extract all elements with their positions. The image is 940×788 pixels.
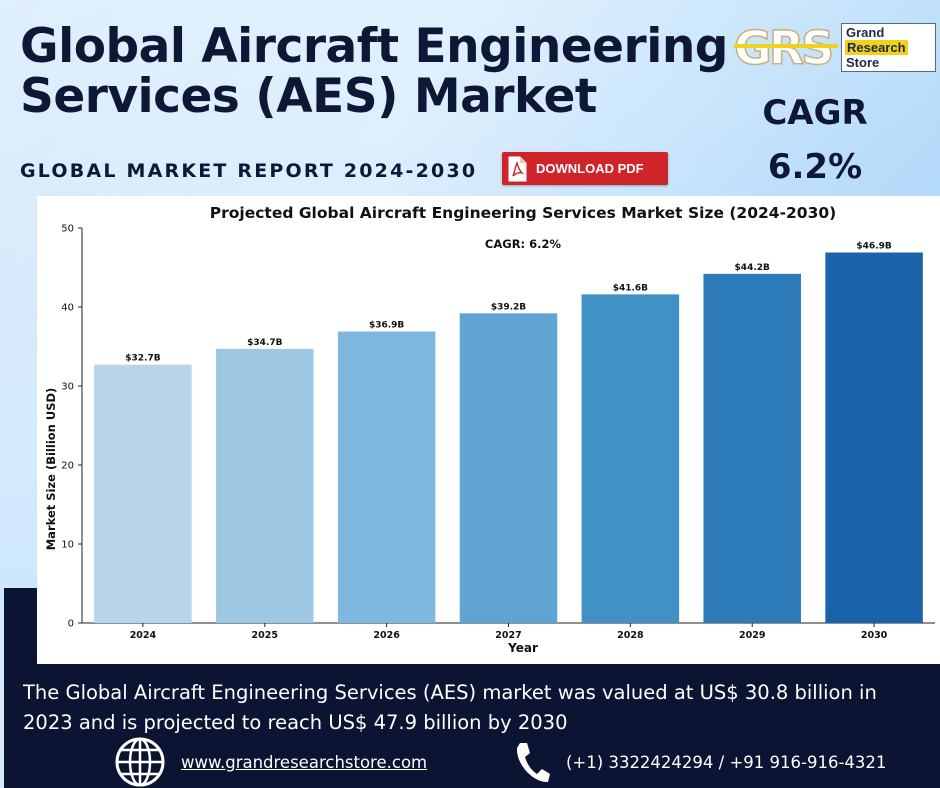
bar-2027	[459, 313, 558, 623]
y-tick-label: 50	[61, 224, 74, 235]
cagr-annotation: CAGR: 6.2%	[485, 237, 562, 251]
y-tick-label: 10	[61, 540, 74, 551]
bar-chart: Projected Global Aircraft Engineering Se…	[44, 204, 935, 655]
bar-value-label: $41.6B	[613, 283, 648, 293]
page-title: Global Aircraft Engineering Services (AE…	[20, 22, 740, 122]
phone-number: (+1) 3322424294 / +91 916-916-4321	[566, 753, 887, 772]
x-tick-label: 2028	[617, 630, 644, 641]
y-tick-label: 0	[68, 619, 74, 630]
bar-value-label: $36.9B	[369, 320, 404, 330]
cagr-value: 6.2%	[767, 147, 863, 187]
grs-logo: GRS Grand Research Store	[732, 20, 937, 72]
x-axis-label: Year	[507, 641, 538, 655]
bar-2028	[581, 294, 680, 623]
logo-line-grand: Grand	[846, 25, 885, 40]
y-axis-label: Market Size (Billion USD)	[44, 388, 58, 551]
y-tick-label: 30	[61, 382, 74, 393]
bar-2026	[337, 331, 436, 623]
x-tick-label: 2025	[252, 630, 278, 641]
bar-2029	[703, 273, 801, 623]
bar-value-label: $32.7B	[125, 354, 160, 364]
bar-2025	[216, 348, 314, 623]
x-tick-label: 2024	[130, 630, 157, 641]
x-tick-label: 2030	[861, 630, 888, 641]
title-line-2: Services (AES) Market	[20, 69, 597, 124]
x-tick-label: 2027	[495, 630, 521, 641]
y-tick-label: 40	[61, 303, 74, 314]
grs-logo-bar	[734, 44, 838, 48]
pdf-icon	[502, 152, 532, 185]
title-line-1: Global Aircraft Engineering	[20, 19, 728, 74]
bar-value-label: $44.2B	[735, 263, 770, 273]
grs-logo-mark: GRS	[733, 20, 838, 72]
bar-2024	[94, 364, 192, 623]
phone-icon	[516, 743, 550, 783]
x-tick-label: 2026	[373, 630, 400, 641]
logo-line-store: Store	[846, 55, 880, 70]
x-tick-label: 2029	[739, 630, 765, 641]
chart-panel: Projected Global Aircraft Engineering Se…	[37, 196, 940, 664]
bar-value-label: $34.7B	[247, 338, 282, 348]
grs-logo-wordmark: Grand Research Store	[841, 23, 936, 72]
website-link[interactable]: www.grandresearchstore.com	[181, 753, 428, 772]
logo-line-research: Research	[845, 40, 908, 55]
download-pdf-button[interactable]: DOWNLOAD PDF	[502, 152, 668, 185]
globe-icon	[115, 737, 165, 787]
report-subtitle: GLOBAL MARKET REPORT 2024-2030	[20, 160, 478, 182]
bar-2030	[825, 252, 923, 624]
download-pdf-label: DOWNLOAD PDF	[536, 161, 644, 176]
bar-value-label: $46.9B	[856, 241, 891, 251]
bar-value-label: $39.2B	[491, 302, 526, 312]
market-description: The Global Aircraft Engineering Services…	[23, 681, 877, 734]
chart-title: Projected Global Aircraft Engineering Se…	[210, 204, 836, 222]
y-tick-label: 20	[61, 461, 74, 472]
cagr-label: CAGR	[762, 93, 868, 133]
